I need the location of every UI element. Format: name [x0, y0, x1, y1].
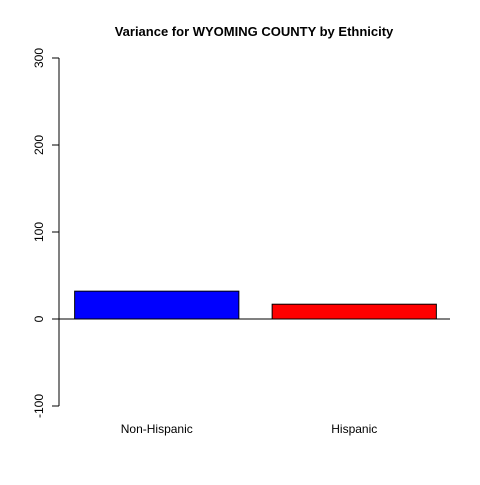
y-tick-label: 200 — [32, 135, 46, 155]
bar-hispanic — [272, 304, 436, 319]
y-tick-label: 100 — [32, 222, 46, 242]
x-axis-labels: Non-Hispanic Hispanic — [121, 422, 378, 436]
bar-non-hispanic — [75, 291, 239, 319]
y-tick-label: 0 — [32, 315, 46, 322]
x-category-label: Hispanic — [331, 422, 377, 436]
chart-title: Variance for WYOMING COUNTY by Ethnicity — [115, 24, 394, 39]
bars-group — [75, 291, 437, 319]
y-axis: -100 0 100 200 300 — [32, 48, 59, 418]
y-tick-label: -100 — [32, 394, 46, 418]
y-tick-label: 300 — [32, 48, 46, 68]
x-category-label: Non-Hispanic — [121, 422, 193, 436]
